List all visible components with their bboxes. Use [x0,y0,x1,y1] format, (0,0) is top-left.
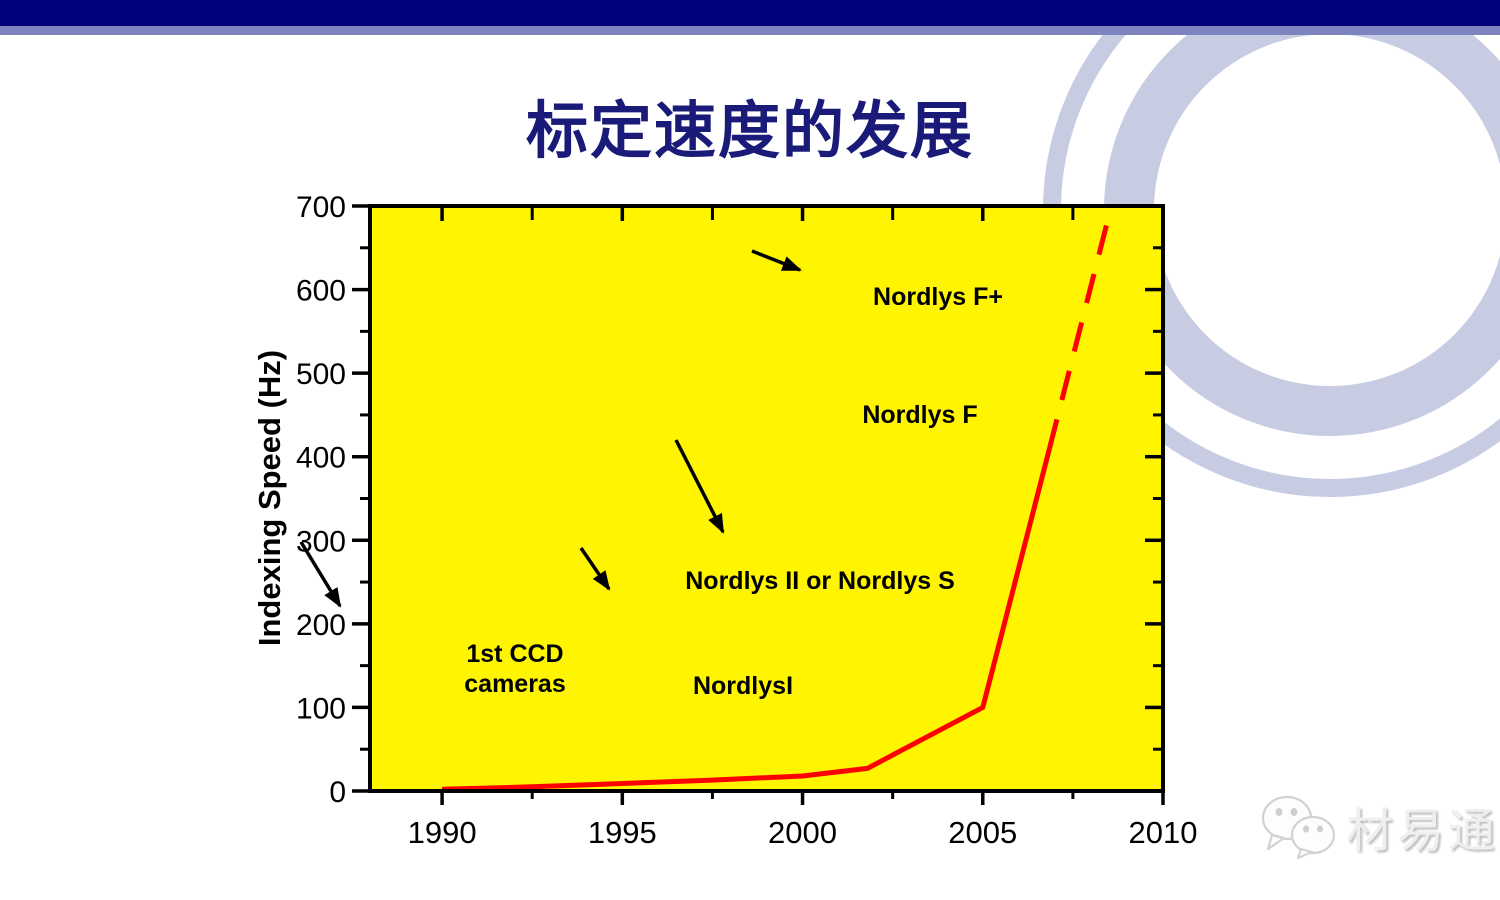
svg-text:1995: 1995 [588,815,657,850]
svg-text:0: 0 [329,776,346,809]
svg-text:100: 100 [296,692,346,725]
svg-text:1990: 1990 [408,815,477,850]
wechat-chat-bubbles-icon [1261,795,1336,859]
annotation-nordlys-ii-or-s: Nordlys II or Nordlys S [685,567,955,595]
svg-text:400: 400 [296,442,346,475]
svg-text:300: 300 [296,525,346,558]
watermark: 材易通 [1260,792,1499,861]
data-series-lines [442,222,1110,792]
header-accent-stripe [0,26,1500,35]
svg-text:200: 200 [296,609,346,642]
indexing-speed-chart: 1990 1995 2000 2005 2010 0 100 200 300 400 500 600 7… [252,191,1198,850]
watermark-text: 材易通 [1346,804,1499,857]
svg-text:2010: 2010 [1129,815,1198,850]
svg-text:2005: 2005 [948,815,1017,850]
annotation-nordlys-f: Nordlys F [862,401,978,429]
annotation-nordlys-f-plus: Nordlys F+ [873,283,1003,311]
annotation-arrows [299,249,802,608]
plot-background [370,206,1163,791]
annotation-nordlys-i: NordlysI [692,672,794,700]
annotation-1st-ccd-cameras: 1st CCD cameras [464,640,566,698]
svg-text:2000: 2000 [768,815,837,850]
svg-text:700: 700 [296,191,346,224]
svg-text:500: 500 [296,358,346,391]
axis-ticks [352,204,1165,805]
header-bar [0,0,1500,26]
svg-text:600: 600 [296,275,346,308]
page-title: 标定速度的发展 [525,98,974,166]
axis-tick-labels: 1990 1995 2000 2005 2010 0 100 200 300 400 500 600 7… [296,191,1198,850]
y-axis-title: Indexing Speed (Hz) [252,350,287,646]
